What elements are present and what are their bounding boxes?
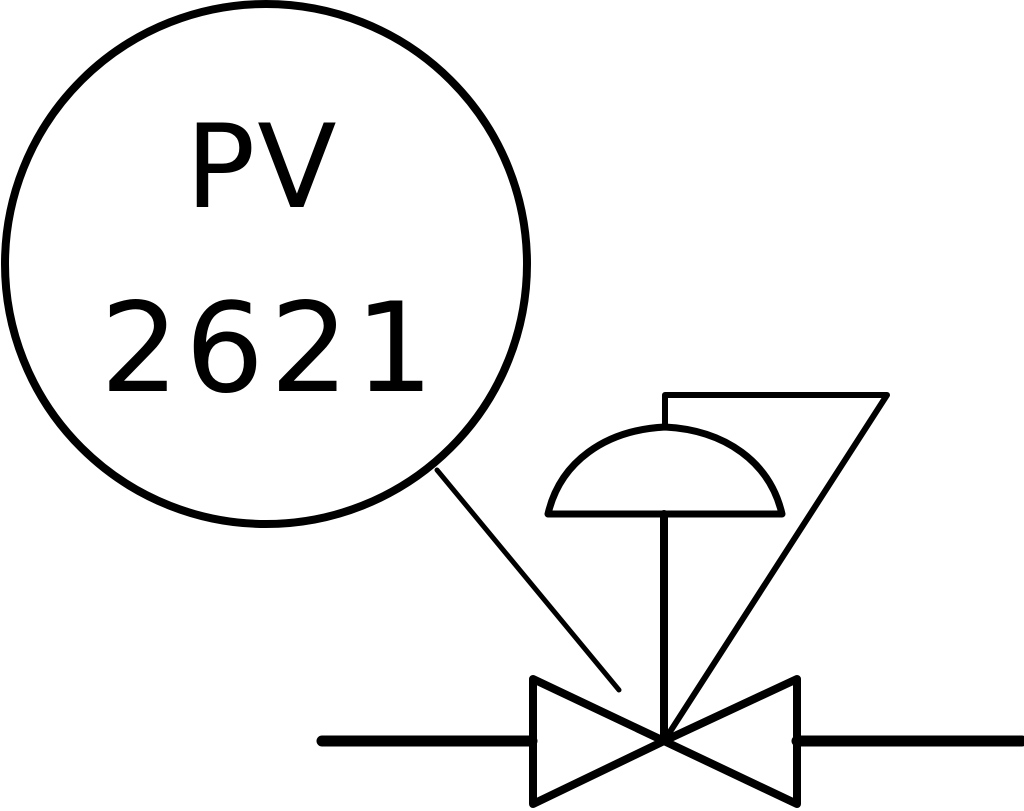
valve-right-triangle xyxy=(660,675,801,808)
valve-body xyxy=(529,675,801,808)
valve-left-triangle xyxy=(529,675,668,808)
feedback-line xyxy=(662,392,890,741)
instrument-circle xyxy=(1,0,531,528)
instrument-bubble: PV 2621 xyxy=(1,0,531,528)
leader-line xyxy=(434,467,622,693)
diaphragm-actuator xyxy=(544,423,786,518)
instrument-letters: PV xyxy=(185,100,338,235)
instrument-number: 2621 xyxy=(100,277,440,421)
